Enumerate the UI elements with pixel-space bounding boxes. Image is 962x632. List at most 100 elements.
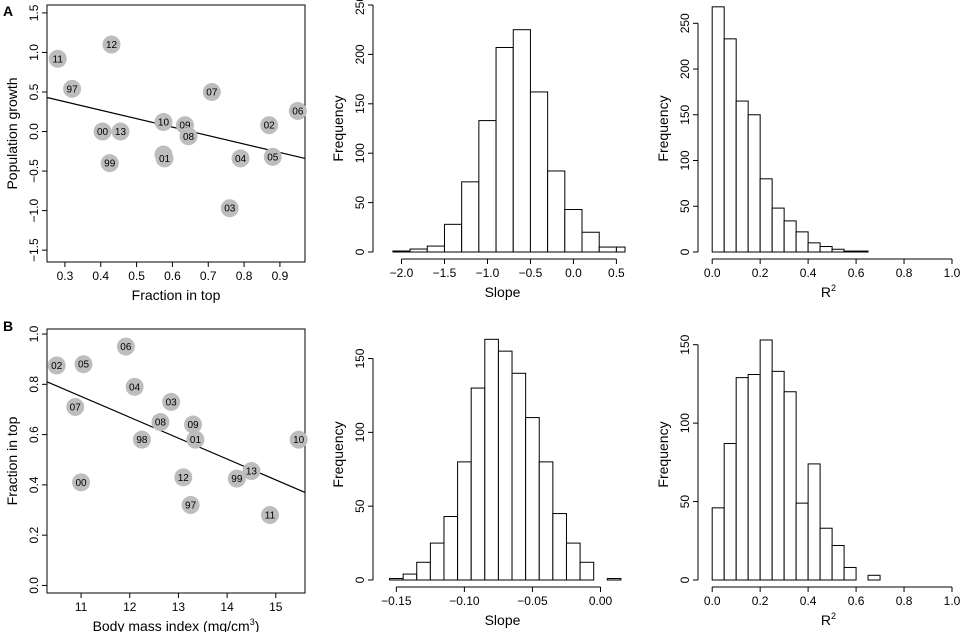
- x-tick-label: 0.5: [608, 266, 625, 280]
- data-point-label: 04: [235, 154, 247, 165]
- data-point: [260, 116, 279, 135]
- x-tick-label: 11: [75, 600, 88, 614]
- data-point-label: 00: [76, 478, 88, 489]
- y-tick-label: 250: [353, 0, 367, 15]
- data-point-label: 98: [136, 435, 148, 446]
- y-axis-title: Frequency: [330, 95, 346, 161]
- histogram-bar: [457, 461, 472, 581]
- x-tick-label: 0.6: [848, 266, 865, 280]
- plot-frame: [46, 4, 306, 263]
- data-point: [116, 337, 135, 356]
- x-tick-label: 14: [220, 600, 234, 614]
- x-tick-label: 0.5: [128, 269, 145, 283]
- y-tick-label: 0.5: [27, 83, 41, 100]
- data-point: [74, 355, 93, 374]
- data-point: [174, 468, 193, 487]
- data-point-label: 06: [292, 106, 304, 117]
- x-axis-title-text: Slope: [485, 284, 521, 300]
- chart-b2: −0.15 −0.10 −0.05 0.00 0 50 100 150 Slope Frequen…: [330, 338, 622, 628]
- histogram-bar: [495, 46, 514, 253]
- histogram-bar: [402, 573, 418, 581]
- data-point: [100, 154, 119, 173]
- x-tick-label: 0.2: [752, 266, 769, 280]
- y-tick-label: 0.4: [27, 476, 41, 493]
- data-point-label: 08: [155, 418, 167, 429]
- histogram-bar: [759, 178, 773, 253]
- y-tick-label: 50: [678, 199, 692, 213]
- x-tick-label: 1.0: [944, 266, 961, 280]
- plot-frame: [46, 328, 306, 594]
- x-tick-label: 0.0: [704, 594, 721, 608]
- data-point: [263, 147, 282, 166]
- histogram-bar: [478, 120, 497, 253]
- data-point-label: 10: [293, 435, 305, 446]
- x-axis-title-text: Body mass index (mg/cm: [93, 618, 250, 632]
- y-tick-label: 200: [353, 44, 367, 64]
- histogram-bar: [565, 542, 581, 581]
- y-axis-title: Frequency: [655, 95, 671, 161]
- data-point: [63, 79, 82, 98]
- data-point: [231, 149, 250, 168]
- x-tick-label: 0.8: [896, 594, 913, 608]
- y-tick-label: 0: [353, 576, 367, 583]
- x-axis-title-text: Slope: [485, 612, 521, 628]
- x-axis-title: R2: [821, 283, 836, 300]
- y-tick-label: 0: [678, 248, 692, 255]
- y-tick-label: 200: [678, 59, 692, 79]
- data-point-label: 99: [104, 159, 116, 170]
- histogram-bar: [538, 461, 554, 581]
- y-tick-label: 50: [353, 499, 367, 513]
- data-point-label: 05: [267, 152, 279, 163]
- histogram-bar: [579, 561, 595, 581]
- histogram-bar: [795, 502, 809, 581]
- x-tick-label: −0.05: [517, 594, 548, 608]
- data-point-label: 06: [120, 342, 132, 353]
- histogram-bar: [819, 527, 833, 581]
- data-point-label: 01: [190, 435, 202, 446]
- histogram-bar: [735, 100, 749, 253]
- data-point-label: 09: [187, 420, 199, 431]
- x-tick-label: 0.8: [236, 269, 253, 283]
- x-axis-title-suffix: ): [255, 618, 260, 632]
- y-tick-label: 1.0: [27, 325, 41, 342]
- histogram-bar: [443, 223, 463, 253]
- x-tick-label: 0.4: [800, 266, 817, 280]
- histogram-bar: [711, 6, 725, 253]
- data-point-label: 13: [246, 467, 258, 478]
- chart-b1: 11 12 13 14 15 0.0 0.2 0.4 0.6 0.8 1.0 Body mass in…: [4, 325, 308, 632]
- data-point: [242, 462, 261, 481]
- data-point-label: 07: [70, 402, 82, 413]
- histogram-bar: [855, 250, 869, 253]
- histogram-bar: [564, 209, 583, 253]
- x-tick-label: 0.4: [92, 269, 109, 283]
- data-point-label: 03: [224, 204, 236, 215]
- y-tick-label: 100: [353, 143, 367, 163]
- histogram-bar: [747, 373, 761, 581]
- data-point: [289, 430, 308, 449]
- data-point: [288, 101, 307, 120]
- x-tick-label: 0.6: [164, 269, 181, 283]
- histogram-bar: [735, 377, 749, 581]
- x-tick-label: −0.10: [449, 594, 480, 608]
- histogram-bar: [795, 231, 809, 253]
- data-point-label: 12: [178, 473, 190, 484]
- y-tick-label: 0.0: [27, 123, 41, 140]
- y-tick-label: −1.5: [27, 238, 41, 262]
- y-tick-label: 0.8: [27, 376, 41, 393]
- histogram-bar: [831, 248, 845, 253]
- data-point-label: 04: [129, 382, 141, 393]
- histogram-bar: [461, 181, 480, 253]
- y-tick-label: 50: [353, 196, 367, 210]
- histogram-bar: [511, 372, 527, 581]
- data-point: [72, 473, 91, 492]
- y-axis-title: Population growth: [4, 77, 20, 189]
- histogram-bar: [843, 566, 857, 581]
- chart-a2: −2.0 −1.5 −1.0 −0.5 0.0 0.5 0 50 100 150 200 250 Slo…: [330, 0, 626, 300]
- data-point-label: 13: [115, 127, 127, 138]
- y-tick-label: 0.2: [27, 527, 41, 544]
- x-tick-label: 0.6: [848, 594, 865, 608]
- x-tick-label: 0.0: [704, 266, 721, 280]
- data-point-label: 97: [185, 501, 197, 512]
- y-tick-label: 150: [353, 348, 367, 368]
- histogram-bar: [615, 246, 626, 253]
